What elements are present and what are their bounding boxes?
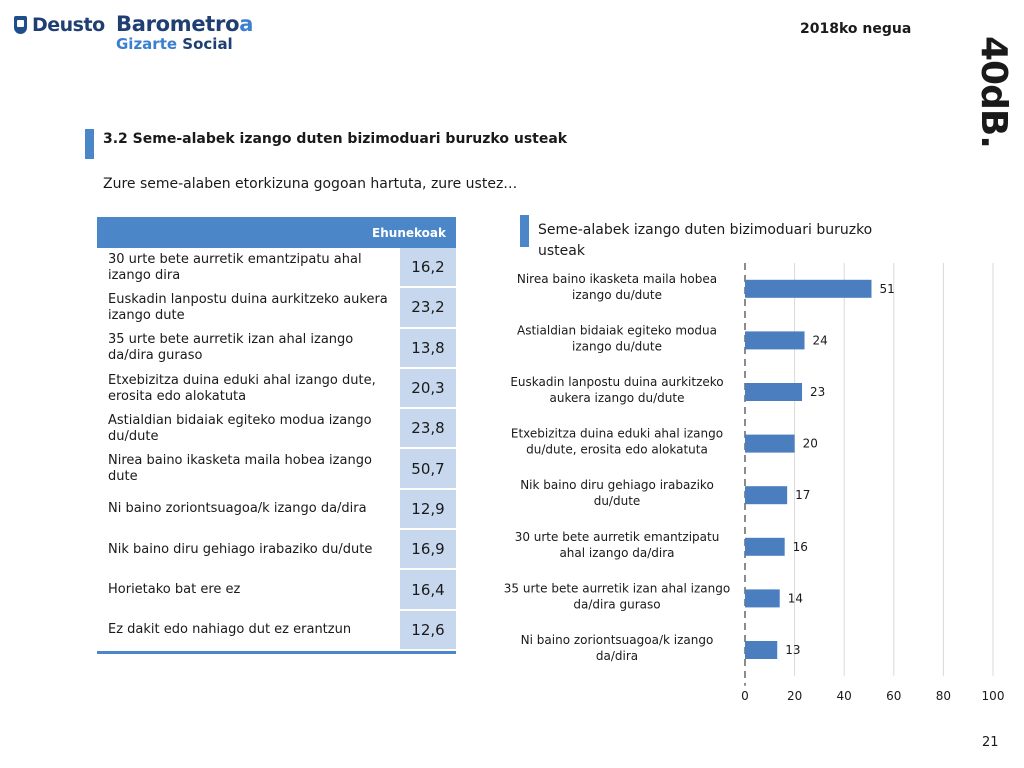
bar — [745, 434, 795, 453]
table-row-value: 23,2 — [400, 288, 456, 328]
category-label-line: Astialdian bidaiak egiteko modua — [517, 323, 717, 337]
barometer-subtitle-word-2: Social — [182, 35, 233, 53]
category-label-line: Nik baino diru gehiago irabaziko — [520, 478, 714, 492]
table-footer-line — [97, 650, 456, 654]
category-label: Euskadin lanpostu duina aurkitzeko aukera… — [510, 375, 723, 405]
table-row: Ez dakit edo nahiago dut ez erantzun 12,6 — [97, 610, 456, 651]
bar — [745, 331, 805, 350]
category-label-line: aukera izango du/dute — [550, 391, 685, 405]
table-row-value: 20,3 — [400, 368, 456, 409]
category-label-line: Etxebizitza duina eduki ahal izango — [511, 427, 723, 441]
table-row: Astialdian bidaiak egiteko modua izango … — [97, 409, 456, 450]
category-label: Nirea baino ikasketa maila hobea izango d… — [517, 272, 717, 302]
table-row-label: Astialdian bidaiak egiteko modua izango … — [108, 412, 372, 444]
table-row: 35 urte bete aurretik izan ahal izango d… — [97, 328, 456, 369]
table-row-value: 12,9 — [400, 489, 456, 530]
bar — [745, 486, 788, 505]
bar-chart: 51 Nirea baino ikasketa maila hobea izango… — [504, 263, 1005, 703]
table-row-label: Horietako bat ere ez — [108, 582, 241, 598]
category-label-line: 30 urte bete aurretik emantzipatu — [515, 530, 720, 544]
barometer-subtitle-word-1: Gizarte — [116, 35, 178, 53]
table-row-value: 12,6 — [400, 610, 456, 650]
category-label: Ni baino zoriontsuagoa/k izango da/dira — [521, 633, 714, 663]
category-label-line: izango du/dute — [572, 339, 662, 353]
question-text: Zure seme-alaben etorkizuna gogoan hartu… — [103, 176, 518, 192]
category-label-line: du/dute, erosita edo alokatuta — [526, 443, 708, 457]
table-row-label: Etxebizitza duina eduki ahal izango dute… — [108, 372, 376, 404]
table-row-value: 23,8 — [400, 409, 456, 449]
table-row: 30 urte bete aurretik emantzipatu ahal i… — [97, 248, 456, 289]
category-label-line: du/dute — [594, 494, 641, 508]
table-row-label: Euskadin lanpostu duina aurkitzeko auker… — [108, 291, 388, 323]
section-marker — [85, 129, 94, 159]
x-tick-label: 40 — [837, 689, 852, 703]
table-row: Ni baino zoriontsuagoa/k izango da/dira 1… — [97, 489, 456, 531]
section-title: 3.2 Seme-alabek izango duten bizimoduari… — [103, 131, 568, 147]
data-label: 51 — [879, 282, 894, 296]
page-number: 21 — [982, 735, 999, 750]
table-row-label: 35 urte bete aurretik izan ahal izango d… — [108, 332, 354, 364]
chart-title-marker — [520, 215, 529, 247]
category-label: 30 urte bete aurretik emantzipatu ahal iz… — [515, 530, 720, 560]
category-label-line: Nirea baino ikasketa maila hobea — [517, 272, 717, 286]
table-row: Nik baino diru gehiago irabaziko du/dute… — [97, 530, 456, 571]
deusto-logo-text: Deusto — [32, 14, 105, 36]
table-row-label: Nik baino diru gehiago irabaziko du/dute — [108, 541, 373, 557]
category-label-line: Euskadin lanpostu duina aurkitzeko — [510, 375, 723, 389]
table-row-value: 13,8 — [400, 328, 456, 368]
table-body: 30 urte bete aurretik emantzipatu ahal i… — [97, 248, 456, 651]
category-label: 35 urte bete aurretik izan ahal izango da… — [504, 581, 730, 611]
chart-title: Seme-alabek izango duten bizimoduari bur… — [538, 222, 873, 259]
table-row-label: 30 urte bete aurretik emantzipatu ahal i… — [108, 251, 362, 283]
barometer-title: Barometroa — [116, 12, 253, 36]
data-label: 17 — [795, 488, 810, 502]
table-row: Nirea baino ikasketa maila hobea izango … — [97, 449, 456, 490]
table-row: Horietako bat ere ez 16,4 — [97, 570, 456, 611]
x-tick-label: 0 — [741, 689, 749, 703]
table-row-value: 16,4 — [400, 570, 456, 610]
table-row-value: 16,2 — [400, 248, 456, 288]
category-label-line: da/dira guraso — [573, 597, 660, 611]
category-label-line: izango du/dute — [572, 288, 662, 302]
percentages-table: Ehunekoak 30 urte bete aurretik emantzip… — [97, 217, 456, 654]
bar — [745, 641, 778, 659]
season-label: 2018ko negua — [800, 21, 912, 37]
category-label: Nik baino diru gehiago irabaziko du/dute — [520, 478, 714, 508]
table-row: Etxebizitza duina eduki ahal izango dute… — [97, 368, 456, 410]
category-label: Astialdian bidaiak egiteko modua izango d… — [517, 323, 717, 353]
data-label: 23 — [810, 385, 825, 399]
edition-logo: 40dB. — [973, 36, 1014, 148]
category-label-line: 35 urte bete aurretik izan ahal izango — [504, 581, 730, 595]
category-label-line: da/dira — [596, 649, 638, 663]
table-header: Ehunekoak — [97, 217, 456, 248]
table-row-label: Ni baino zoriontsuagoa/k izango da/dira — [108, 501, 367, 517]
data-label: 20 — [803, 437, 818, 451]
x-tick-label: 80 — [936, 689, 951, 703]
x-tick-label: 100 — [982, 689, 1005, 703]
category-label-line: Ni baino zoriontsuagoa/k izango — [521, 633, 714, 647]
category-label-line: ahal izango da/dira — [559, 546, 674, 560]
shield-icon — [14, 16, 27, 34]
bar — [745, 589, 780, 608]
data-label: 24 — [813, 333, 828, 347]
x-tick-label: 60 — [886, 689, 901, 703]
data-label: 16 — [793, 540, 808, 554]
data-label: 14 — [788, 591, 803, 605]
bar — [745, 383, 803, 401]
table-row-value: 50,7 — [400, 449, 456, 489]
data-label: 13 — [785, 643, 800, 657]
x-tick-label: 20 — [787, 689, 802, 703]
bar — [745, 537, 785, 556]
table-header-label: Ehunekoak — [372, 225, 446, 240]
table-row-value: 16,9 — [400, 530, 456, 570]
deusto-logo: Deusto — [14, 14, 105, 36]
category-label: Etxebizitza duina eduki ahal izango du/du… — [511, 427, 723, 457]
bar — [745, 279, 872, 298]
barometer-title-accent: a — [239, 12, 254, 36]
table-row-label: Nirea baino ikasketa maila hobea izango … — [108, 453, 372, 485]
table-row-label: Ez dakit edo nahiago dut ez erantzun — [108, 622, 352, 638]
barometer-title-main: Barometro — [116, 12, 240, 36]
table-row: Euskadin lanpostu duina aurkitzeko auker… — [97, 288, 456, 329]
barometer-subtitle: Gizarte Social — [116, 35, 233, 53]
